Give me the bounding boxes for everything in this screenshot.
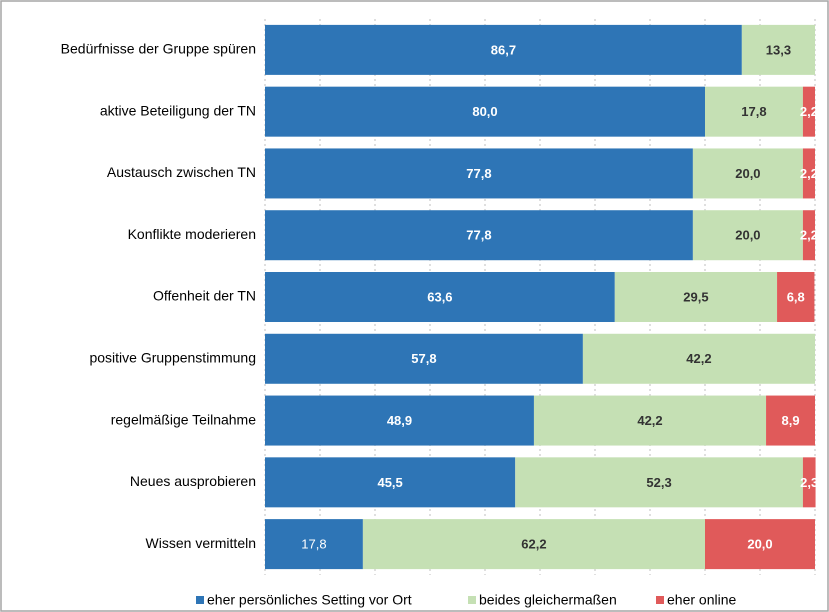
value-label: 17,8 xyxy=(301,537,326,552)
y-tick-label: regelmäßige Teilnahme xyxy=(111,411,256,427)
y-tick-label: aktive Beteiligung der TN xyxy=(100,102,256,118)
legend-label: beides gleichermaßen xyxy=(479,592,617,608)
value-label: 77,8 xyxy=(466,228,491,243)
value-label: 13,3 xyxy=(766,42,791,57)
value-label: 6,8 xyxy=(787,289,805,304)
legend-swatch xyxy=(196,596,204,604)
value-label: 20,0 xyxy=(735,228,760,243)
bar-segment xyxy=(802,210,815,261)
bar-segment xyxy=(692,148,803,199)
value-label: 62,2 xyxy=(521,537,546,552)
value-label: 77,8 xyxy=(466,166,491,181)
value-label: 48,9 xyxy=(387,413,412,428)
bar-segment xyxy=(265,333,583,384)
value-label: 8,9 xyxy=(781,413,799,428)
bar-segment xyxy=(614,272,778,322)
bar-segment xyxy=(533,395,767,446)
value-label: 2,3 xyxy=(800,475,818,490)
bar-segment xyxy=(265,395,534,446)
bar-segment xyxy=(515,457,803,508)
bar-segment xyxy=(362,519,705,570)
bar-segment xyxy=(766,395,815,446)
bar-segment xyxy=(265,86,705,137)
legend-swatch xyxy=(468,596,476,604)
y-tick-label: Konflikte moderieren xyxy=(128,226,256,242)
bar-segment xyxy=(777,272,815,322)
bar-segment xyxy=(802,86,815,137)
bar-segment xyxy=(582,333,815,384)
bar-segment xyxy=(265,210,693,261)
value-label: 42,2 xyxy=(637,413,662,428)
y-tick-label: Austausch zwischen TN xyxy=(107,164,256,180)
bar-segment xyxy=(705,519,815,570)
bar-segment xyxy=(692,210,803,261)
value-label: 2,2 xyxy=(800,228,818,243)
bar-segment xyxy=(705,86,803,137)
bar-segment xyxy=(265,457,516,508)
value-label: 86,7 xyxy=(491,42,516,57)
value-label: 45,5 xyxy=(377,475,402,490)
legend-label: eher persönliches Setting vor Ort xyxy=(207,592,412,608)
bar-segment xyxy=(802,148,815,199)
value-label: 2,2 xyxy=(800,104,818,119)
bar-segment xyxy=(265,24,742,75)
bar-segment xyxy=(265,272,615,322)
legend-label: eher online xyxy=(667,592,736,608)
value-label: 42,2 xyxy=(686,351,711,366)
bar-segment xyxy=(802,457,816,508)
value-label: 63,6 xyxy=(427,289,452,304)
value-label: 80,0 xyxy=(472,104,497,119)
value-label: 17,8 xyxy=(741,104,766,119)
y-tick-label: Bedürfnisse der Gruppe spüren xyxy=(61,41,256,57)
value-label: 29,5 xyxy=(683,289,708,304)
y-tick-label: positive Gruppenstimmung xyxy=(89,349,256,365)
value-label: 20,0 xyxy=(735,166,760,181)
y-tick-label: Wissen vermitteln xyxy=(146,535,256,551)
value-label: 52,3 xyxy=(646,475,671,490)
bar-segment xyxy=(265,148,693,199)
bar-segment xyxy=(741,24,815,75)
legend-swatch xyxy=(656,596,664,604)
y-tick-label: Offenheit der TN xyxy=(153,288,256,304)
value-label: 20,0 xyxy=(747,537,772,552)
value-label: 57,8 xyxy=(411,351,436,366)
value-label: 2,2 xyxy=(800,166,818,181)
bar-segment xyxy=(265,519,363,570)
y-tick-label: Neues ausprobieren xyxy=(130,473,256,489)
